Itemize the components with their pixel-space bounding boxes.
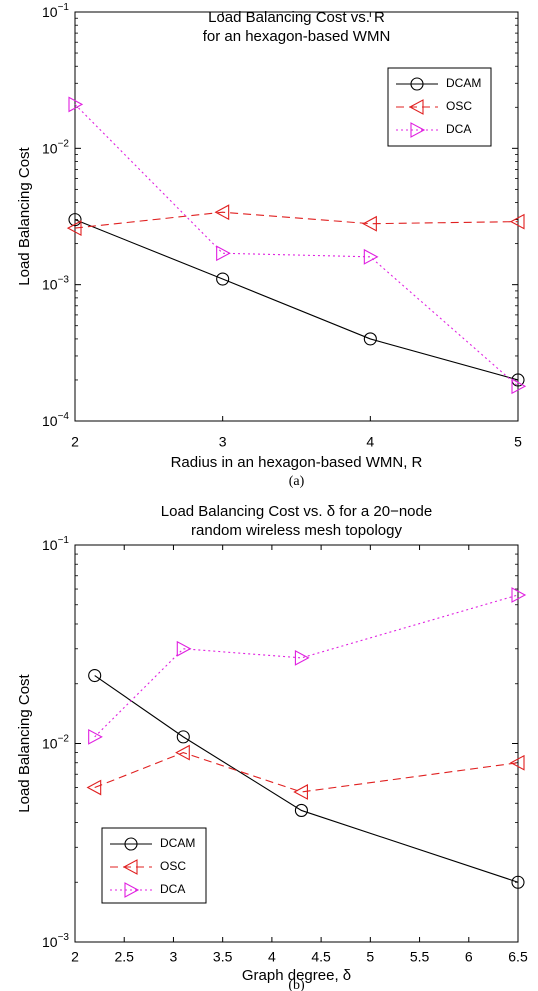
data-point-dca — [294, 649, 310, 666]
legend-label-dca: DCA — [160, 882, 185, 896]
data-point-osc — [293, 784, 308, 800]
legend: DCAM OSC DCA — [101, 827, 207, 904]
series-dca — [88, 587, 527, 745]
data-point-dca — [88, 728, 103, 745]
x-tick-label: 2 — [71, 434, 79, 450]
x-tick-label: 6.5 — [508, 949, 528, 965]
legend-label-dcam: DCAM — [446, 76, 481, 90]
data-point-dca — [176, 640, 192, 657]
legend: DCAM OSC DCA — [387, 67, 492, 147]
x-tick-label: 2.5 — [114, 949, 134, 965]
y-tick-label: 10−4 — [42, 411, 69, 429]
data-point-osc — [66, 220, 82, 237]
x-tick-label: 5.5 — [410, 949, 430, 965]
data-point-dcam — [363, 332, 377, 346]
series-osc — [66, 204, 525, 237]
legend-marker-dca — [410, 122, 426, 138]
chart-title-line: Load Balancing Cost vs. R — [208, 9, 385, 26]
series-line-osc — [74, 211, 519, 229]
panel-caption: (a) — [289, 474, 305, 489]
legend-marker-dcam — [410, 77, 424, 91]
panel-caption: (b) — [288, 978, 305, 991]
legend-marker-osc — [408, 99, 424, 115]
x-tick-label: 3 — [170, 949, 178, 965]
x-axis-label: Radius in an hexagon-based WMN, R — [171, 454, 423, 471]
data-point-dca — [363, 248, 379, 265]
x-tick-label: 4 — [268, 949, 276, 965]
data-point-dcam — [216, 272, 230, 286]
data-point-dcam — [294, 803, 308, 817]
plot-frame — [74, 11, 519, 422]
y-axis-label: Load Balancing Cost — [16, 673, 33, 812]
legend-box — [387, 67, 492, 147]
series-dcam — [68, 213, 525, 387]
x-tick-label: 6 — [465, 949, 473, 965]
x-tick-label: 3.5 — [213, 949, 233, 965]
chart-title-line: Load Balancing Cost vs. δ for a 20−node — [161, 503, 432, 520]
series-osc — [86, 744, 525, 800]
legend-label-dcam: DCAM — [160, 836, 195, 850]
series-line-dca — [74, 104, 519, 387]
series-line-dcam — [74, 219, 519, 381]
x-tick-label: 2 — [71, 949, 79, 965]
data-point-dca — [216, 245, 231, 262]
data-point-dcam — [88, 668, 102, 683]
y-axis-label: Load Balancing Cost — [16, 146, 33, 285]
y-tick-label: 10−3 — [42, 275, 69, 293]
chart-panel-b: Load Balancing Cost vs. δ for a 20−node r… — [16, 503, 528, 991]
legend-label-dca: DCA — [446, 122, 471, 136]
data-point-osc — [175, 744, 190, 761]
series-line-dca — [94, 594, 519, 738]
x-tick-label: 4.5 — [311, 949, 331, 965]
y-tick-label: 10−2 — [42, 734, 69, 752]
data-point-dcam — [68, 213, 82, 227]
data-point-dca — [511, 378, 527, 395]
x-tick-label: 4 — [366, 434, 374, 450]
legend-marker-dcam — [124, 837, 138, 851]
data-point-osc — [214, 204, 230, 221]
series-line-dcam — [94, 675, 519, 883]
data-point-osc — [509, 754, 525, 771]
y-tick-label: 10−1 — [42, 2, 69, 20]
data-point-osc — [86, 779, 102, 796]
series-line-osc — [94, 751, 519, 793]
y-tick-label: 10−1 — [42, 535, 69, 553]
data-point-dca — [511, 587, 527, 603]
y-tick-label: 10−3 — [42, 932, 69, 950]
legend-marker-osc — [122, 859, 138, 875]
data-point-osc — [509, 213, 525, 230]
chart-panel-a: Load Balancing Cost vs. R for an hexagon-… — [16, 2, 527, 489]
data-point-osc — [362, 215, 377, 232]
chart-title-line: for an hexagon-based WMN — [203, 28, 391, 45]
data-point-dcam — [511, 875, 525, 889]
series-dcam — [88, 668, 525, 889]
legend-marker-dca — [124, 882, 140, 898]
data-point-dca — [68, 96, 84, 113]
legend-label-osc: OSC — [446, 99, 472, 113]
legend-box — [101, 827, 207, 904]
x-tick-label: 5 — [514, 434, 522, 450]
x-tick-label: 5 — [366, 949, 374, 965]
x-axis-label: Graph degree, δ — [242, 967, 351, 984]
chart-title-line: random wireless mesh topology — [191, 522, 402, 539]
series-dca — [68, 96, 527, 395]
legend-label-osc: OSC — [160, 859, 186, 873]
data-point-dcam — [176, 730, 190, 744]
x-tick-label: 3 — [219, 434, 227, 450]
y-tick-label: 10−2 — [42, 138, 69, 156]
